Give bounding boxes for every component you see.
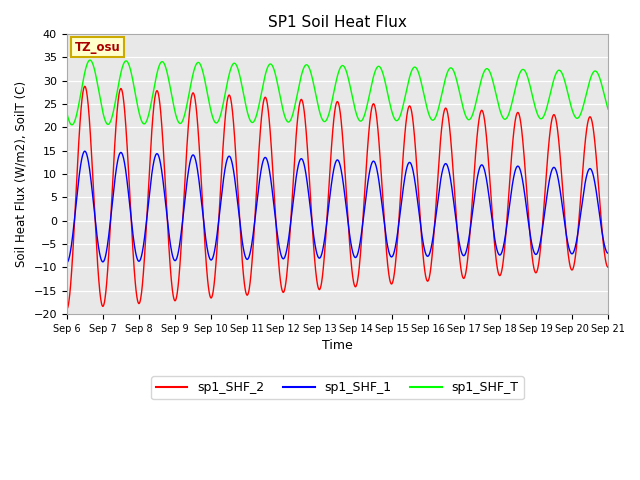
sp1_SHF_1 bbox=[604, 250, 612, 256]
sp1_SHF_T bbox=[490, 81, 497, 86]
Legend: sp1_SHF_2, sp1_SHF_1, sp1_SHF_T: sp1_SHF_2, sp1_SHF_1, sp1_SHF_T bbox=[151, 376, 524, 399]
sp1_SHF_T bbox=[312, 94, 320, 99]
sp1_SHF_1 bbox=[326, 191, 334, 196]
sp1_SHF_1 bbox=[312, 247, 320, 252]
sp1_SHF_T bbox=[589, 70, 596, 76]
sp1_SHF_T bbox=[63, 109, 70, 115]
sp1_SHF_2 bbox=[326, 162, 334, 168]
sp1_SHF_2 bbox=[312, 270, 320, 276]
Line: sp1_SHF_1: sp1_SHF_1 bbox=[67, 151, 608, 263]
Title: SP1 Soil Heat Flux: SP1 Soil Heat Flux bbox=[268, 15, 407, 30]
sp1_SHF_T bbox=[68, 122, 76, 128]
sp1_SHF_1 bbox=[589, 169, 596, 175]
sp1_SHF_1 bbox=[81, 148, 89, 154]
Text: TZ_osu: TZ_osu bbox=[75, 41, 121, 54]
sp1_SHF_2 bbox=[91, 210, 99, 216]
X-axis label: Time: Time bbox=[322, 339, 353, 352]
sp1_SHF_T bbox=[91, 69, 99, 74]
sp1_SHF_T bbox=[589, 71, 596, 76]
sp1_SHF_1 bbox=[63, 260, 70, 265]
sp1_SHF_2 bbox=[63, 306, 70, 312]
sp1_SHF_2 bbox=[604, 264, 612, 270]
sp1_SHF_2 bbox=[589, 120, 596, 126]
Line: sp1_SHF_T: sp1_SHF_T bbox=[67, 60, 608, 125]
sp1_SHF_2 bbox=[81, 84, 89, 89]
sp1_SHF_1 bbox=[589, 170, 596, 176]
sp1_SHF_2 bbox=[589, 122, 596, 128]
Y-axis label: Soil Heat Flux (W/m2), SoilT (C): Soil Heat Flux (W/m2), SoilT (C) bbox=[15, 81, 28, 267]
sp1_SHF_2 bbox=[490, 225, 497, 231]
Line: sp1_SHF_2: sp1_SHF_2 bbox=[67, 86, 608, 309]
sp1_SHF_T bbox=[326, 105, 334, 110]
sp1_SHF_T bbox=[86, 57, 94, 63]
sp1_SHF_T bbox=[604, 106, 612, 112]
sp1_SHF_1 bbox=[490, 226, 497, 232]
sp1_SHF_1 bbox=[91, 212, 99, 217]
